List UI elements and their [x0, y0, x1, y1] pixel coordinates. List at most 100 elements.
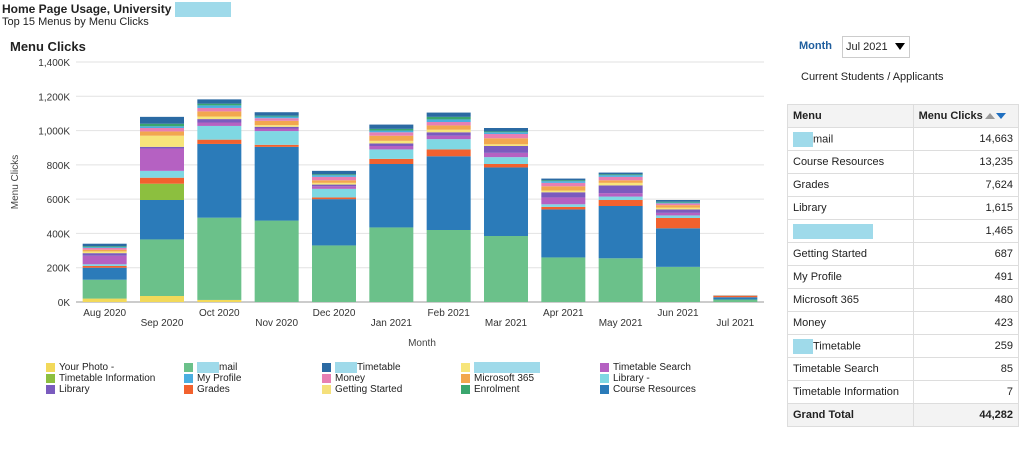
legend-item: Microsoft 365	[461, 373, 534, 384]
bar-segment	[254, 120, 299, 126]
bar-segment	[254, 128, 299, 132]
table-row: Getting Started 687	[787, 242, 1020, 266]
clicks-column-header[interactable]: Menu Clicks	[912, 104, 1020, 128]
legend-item: Timetable	[322, 362, 401, 373]
clicks-cell: 480	[912, 288, 1020, 312]
x-tick-label: Nov 2020	[255, 318, 298, 329]
legend-item	[461, 362, 540, 373]
bar-segment	[369, 146, 414, 150]
y-axis-label: Menu Clicks	[10, 155, 21, 209]
menu-cell: My Profile	[787, 265, 914, 289]
bar-segment	[82, 246, 127, 248]
table-row: Microsoft 365 480	[787, 288, 1020, 312]
redacted-block	[474, 362, 540, 373]
bar-segment	[426, 156, 471, 230]
legend-label: Enrolment	[474, 384, 520, 395]
x-tick-label: Oct 2020	[199, 308, 240, 319]
bar-segment	[82, 243, 127, 247]
bar-segment	[598, 180, 643, 183]
y-tick-label: 1,200K	[38, 92, 70, 103]
bar-segment	[254, 144, 299, 147]
legend-label: Library -	[613, 373, 650, 384]
report-title: Home Page Usage, University	[2, 2, 231, 18]
bar-segment	[426, 149, 471, 157]
bar-segment	[254, 118, 299, 121]
bar-segment	[598, 196, 643, 200]
bar-segment	[197, 125, 242, 140]
menu-cell: Timetable Search	[787, 357, 914, 381]
bar-segment	[140, 177, 184, 184]
table-row: Timetable 259	[787, 334, 1020, 358]
bar-segment	[541, 180, 586, 182]
legend-item: Course Resources	[600, 384, 696, 395]
table-row: mail 14,663	[787, 127, 1020, 151]
x-tick-label: Jun 2021	[657, 308, 699, 319]
menu-cell: Library	[787, 196, 914, 220]
bar-segment	[312, 245, 356, 302]
bar-segment	[426, 129, 471, 133]
legend-swatch	[461, 363, 470, 372]
bar-segment	[598, 206, 643, 259]
bar-segment	[197, 103, 242, 106]
bar-segment	[254, 131, 299, 145]
bar-segment	[369, 158, 414, 164]
dropdown-arrow-icon	[895, 43, 905, 50]
bar-segment	[656, 209, 700, 213]
grand-total-value: 44,282	[912, 403, 1020, 427]
bar-segment	[484, 152, 528, 158]
menu-clicks-table: Menu Menu Clicks mail 14,663 Course Resour…	[787, 104, 1020, 427]
bar-segment	[140, 200, 184, 240]
legend-item: Timetable Search	[600, 362, 691, 373]
menu-column-header[interactable]: Menu	[787, 104, 914, 128]
legend-swatch	[46, 363, 55, 372]
bar-segment	[312, 188, 356, 198]
legend-label: Getting Started	[335, 384, 403, 395]
bar-segment	[541, 206, 586, 210]
legend-item: My Profile	[184, 373, 241, 384]
legend-label: Grades	[197, 384, 230, 395]
bar-segment	[312, 176, 356, 181]
bar-segment	[369, 143, 414, 146]
y-tick-label: 800K	[47, 161, 71, 172]
clicks-cell: 259	[912, 334, 1020, 358]
bar-segment	[541, 257, 586, 302]
clicks-cell: 687	[912, 242, 1020, 266]
menu-cell: Getting Started	[787, 242, 914, 266]
bar-segment	[369, 227, 414, 302]
clicks-cell: 14,663	[912, 127, 1020, 151]
bar-segment	[140, 296, 184, 302]
bar-segment	[598, 193, 643, 197]
bar-segment	[197, 107, 242, 112]
bar-segment	[426, 230, 471, 302]
sort-ascending-icon[interactable]	[984, 113, 995, 120]
table-row: Timetable Search 85	[787, 357, 1020, 381]
month-select-value: Jul 2021	[846, 41, 888, 53]
legend-swatch	[184, 385, 193, 394]
table-row: Timetable Information 7	[787, 380, 1020, 404]
legend-item: Getting Started	[322, 384, 402, 395]
bar-segment	[312, 199, 356, 246]
bar-segment	[426, 119, 471, 122]
bar-segment	[598, 258, 643, 302]
legend-item: Enrolment	[461, 384, 520, 395]
redacted-block	[335, 362, 357, 373]
legend-swatch	[600, 363, 609, 372]
bar-segment	[541, 204, 586, 207]
bar-segment	[541, 209, 586, 258]
legend-item: Library	[46, 384, 90, 395]
y-tick-label: 400K	[47, 229, 71, 240]
month-select[interactable]: Jul 2021	[842, 36, 910, 58]
menu-cell: mail	[787, 127, 914, 151]
y-tick-label: 600K	[47, 195, 71, 206]
bar-segment	[426, 125, 471, 130]
table-row: Library 1,615	[787, 196, 1020, 220]
clicks-cell: 13,235	[912, 150, 1020, 174]
x-tick-label: Jan 2021	[371, 318, 413, 329]
sort-descending-icon[interactable]	[995, 113, 1006, 120]
bar-segment	[254, 116, 299, 119]
bar-segment	[82, 298, 127, 302]
bar-segment	[140, 170, 184, 178]
bar-segment	[312, 170, 356, 175]
bar-segment	[197, 99, 242, 104]
legend-label: Timetable Search	[613, 362, 691, 373]
